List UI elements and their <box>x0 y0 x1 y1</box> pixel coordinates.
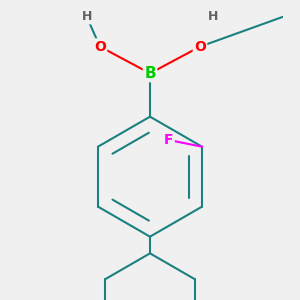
Text: H: H <box>208 10 218 23</box>
Text: O: O <box>94 40 106 54</box>
Text: O: O <box>194 40 206 54</box>
Text: F: F <box>164 133 173 147</box>
Text: H: H <box>82 10 92 23</box>
Text: B: B <box>144 66 156 81</box>
